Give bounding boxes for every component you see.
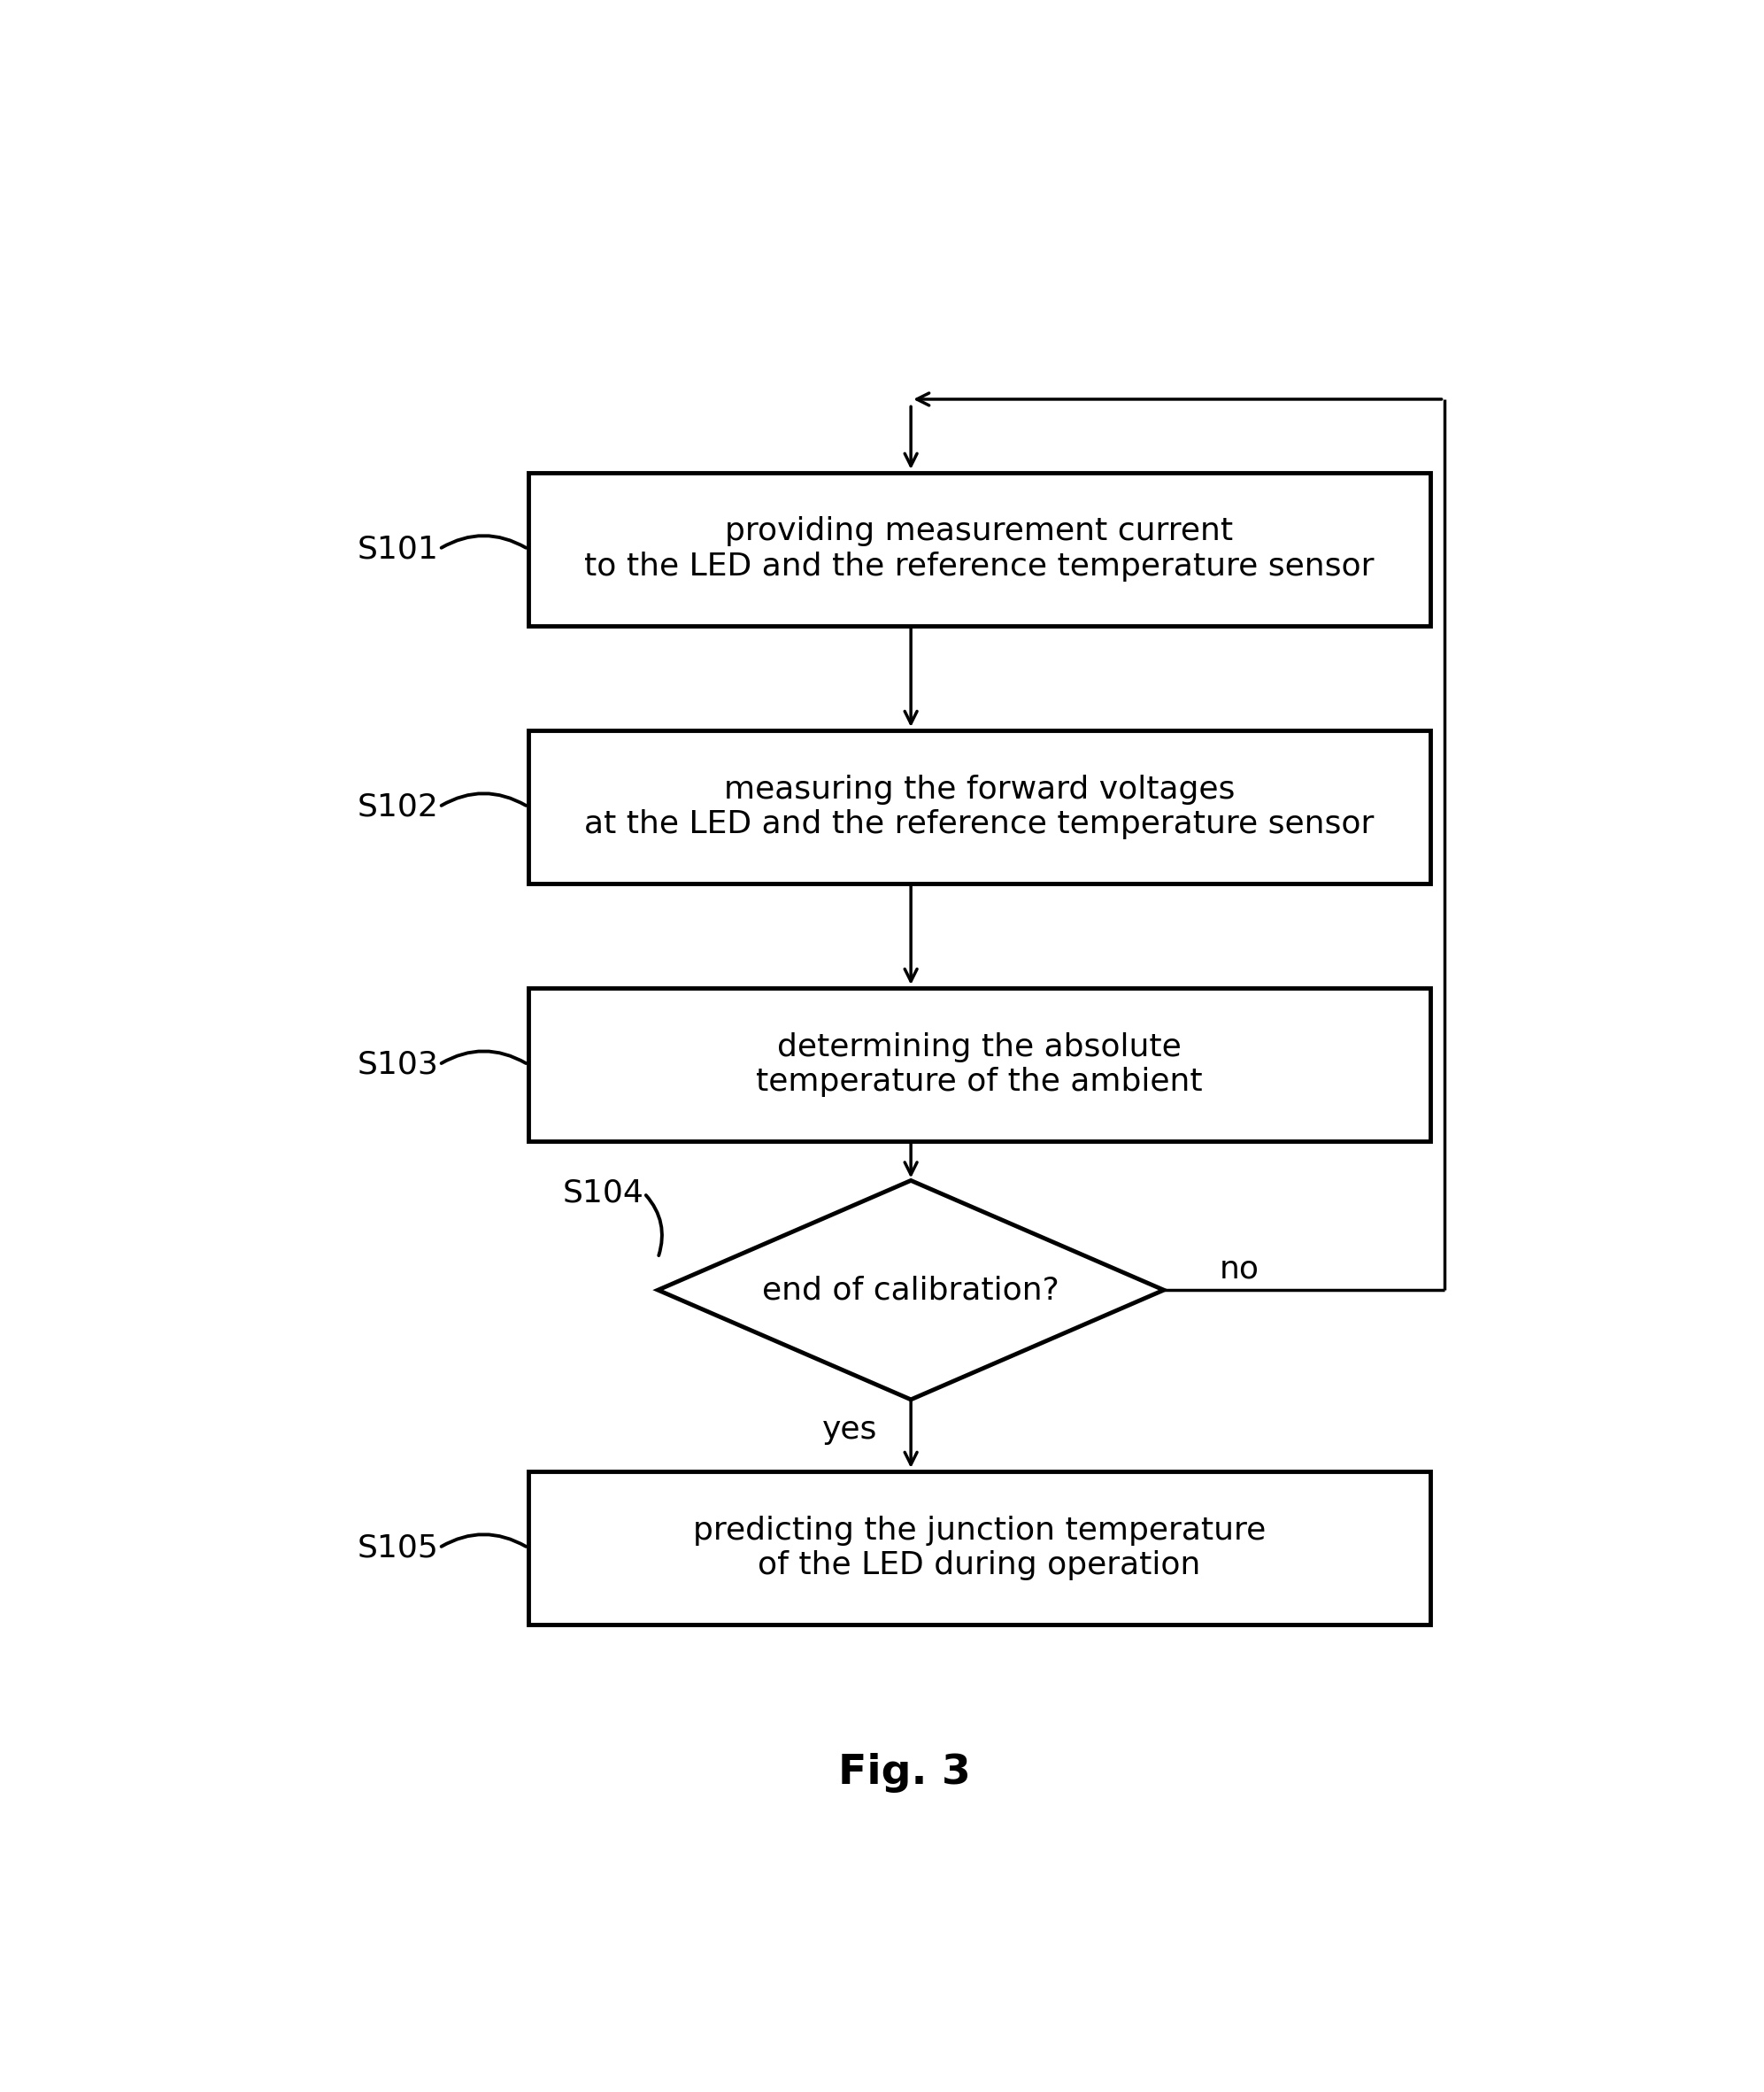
Text: providing measurement current
to the LED and the reference temperature sensor: providing measurement current to the LED… <box>584 517 1374 582</box>
Text: Fig. 3: Fig. 3 <box>838 1753 970 1793</box>
Text: S104: S104 <box>563 1178 644 1209</box>
Text: yes: yes <box>822 1414 877 1446</box>
Bar <box>527 730 1431 883</box>
Text: predicting the junction temperature
of the LED during operation: predicting the junction temperature of t… <box>693 1515 1267 1579</box>
Text: S102: S102 <box>358 791 439 822</box>
Text: S101: S101 <box>358 533 439 565</box>
Text: measuring the forward voltages
at the LED and the reference temperature sensor: measuring the forward voltages at the LE… <box>584 774 1374 839</box>
Text: S105: S105 <box>358 1533 439 1563</box>
Bar <box>527 1471 1431 1623</box>
Bar <box>527 473 1431 626</box>
Text: end of calibration?: end of calibration? <box>762 1274 1060 1305</box>
Text: determining the absolute
temperature of the ambient: determining the absolute temperature of … <box>757 1031 1203 1096</box>
Bar <box>527 987 1431 1140</box>
Text: no: no <box>1219 1253 1259 1284</box>
Text: S103: S103 <box>358 1050 439 1079</box>
Polygon shape <box>658 1180 1164 1400</box>
